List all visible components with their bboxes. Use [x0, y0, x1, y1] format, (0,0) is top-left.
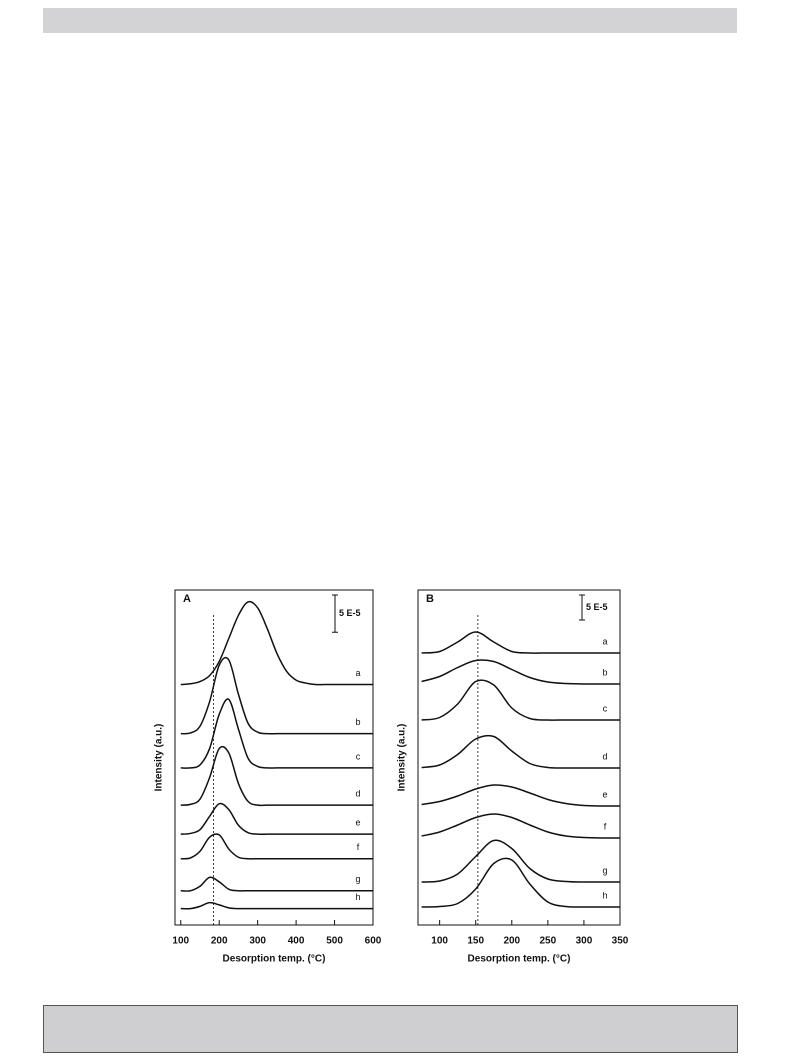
panel-label: B — [426, 593, 434, 605]
data-line — [421, 631, 620, 654]
series-label: c — [603, 703, 608, 713]
series-label: g — [602, 865, 607, 875]
series-label: b — [602, 667, 607, 677]
series-label: a — [602, 636, 607, 646]
data-line — [180, 656, 373, 735]
x-tick-label: 150 — [467, 936, 484, 947]
data-line — [180, 833, 373, 860]
x-tick-label: 400 — [288, 936, 305, 947]
series-label: f — [357, 842, 360, 852]
data-line — [421, 839, 620, 883]
data-line — [421, 784, 621, 807]
x-tick-label: 300 — [576, 936, 593, 947]
x-tick-label: 500 — [326, 936, 343, 947]
series-label: h — [355, 892, 360, 902]
scale-bar — [332, 594, 338, 633]
x-tick-label: 300 — [249, 936, 266, 947]
data-line — [421, 813, 621, 839]
data-line — [421, 857, 620, 908]
x-tick-label: 100 — [431, 936, 448, 947]
series-label: b — [355, 717, 360, 727]
series-label: d — [355, 789, 360, 799]
plot-frame — [174, 589, 374, 926]
data-line — [421, 659, 620, 685]
scale-bar-label: 5 E-5 — [339, 608, 361, 618]
series-label: e — [602, 789, 607, 799]
y-axis-label: Intensity (a.u.) — [154, 724, 165, 792]
scale-bar — [579, 594, 585, 621]
header-bar — [43, 8, 737, 33]
plot-frame — [417, 589, 621, 926]
data-line — [421, 679, 620, 721]
panel-label: A — [183, 593, 191, 605]
x-tick-label: 350 — [612, 936, 629, 947]
data-line — [180, 802, 373, 836]
x-axis-label: Desorption temp. (°C) — [468, 954, 571, 965]
data-line — [180, 600, 373, 686]
series-label: f — [604, 821, 607, 831]
x-axis-label: Desorption temp. (°C) — [223, 954, 326, 965]
y-axis-label: Intensity (a.u.) — [397, 724, 408, 792]
series-label: h — [602, 890, 607, 900]
data-line — [421, 734, 620, 769]
x-tick-label: 250 — [540, 936, 557, 947]
data-line — [180, 876, 373, 892]
scale-bar-label: 5 E-5 — [586, 602, 608, 612]
data-line — [180, 698, 373, 769]
series-label: a — [355, 668, 360, 678]
series-label: c — [356, 751, 361, 761]
series-label: d — [602, 751, 607, 761]
series-label: e — [355, 818, 360, 828]
footer-box — [43, 1005, 738, 1053]
x-tick-label: 200 — [211, 936, 228, 947]
x-tick-label: 200 — [503, 936, 520, 947]
data-line — [180, 901, 373, 910]
x-tick-label: 600 — [365, 936, 382, 947]
data-line — [180, 745, 373, 807]
x-tick-label: 100 — [172, 936, 189, 947]
series-label: g — [355, 874, 360, 884]
figure: 100 200 300 400 500 600 Desorption temp. (°C) I… — [154, 589, 629, 965]
